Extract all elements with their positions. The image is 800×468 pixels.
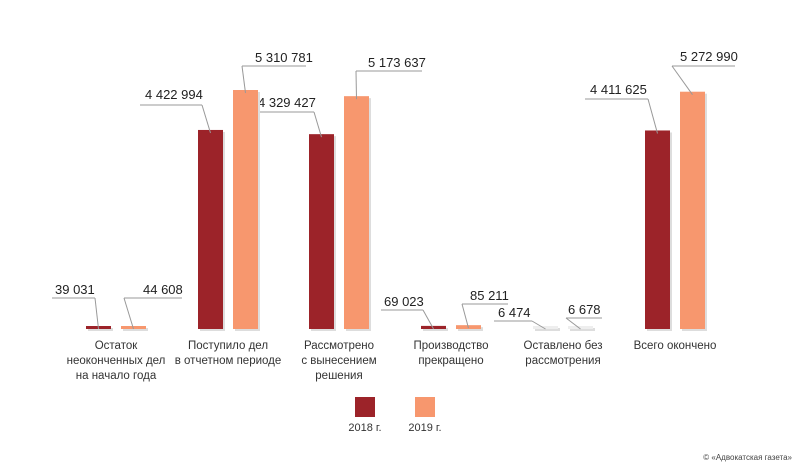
copyright: © «Адвокатская газета» [703,453,792,462]
category-label: Остаток [95,340,139,352]
leader-line [671,65,693,95]
leader-line [355,70,357,100]
category-label: Производство [414,340,489,352]
data-label: 69 023 [384,294,424,309]
bar-2018 [645,130,670,329]
bar-2019 [344,96,369,329]
bar-shadow [535,328,560,331]
bar-2018 [421,325,446,329]
category-label: с вынесением [301,355,376,367]
bar-2019 [233,90,258,329]
leader-line [94,297,99,330]
category-label: Рассмотрено [304,340,374,352]
data-label: 4 329 427 [258,95,316,110]
bar-2019 [680,91,705,329]
leader-line [531,320,546,330]
data-label: 6 474 [498,305,531,320]
bar-shadow [123,328,148,331]
leader-line [201,104,211,134]
category-label: неоконченных дел [67,355,166,367]
legend-swatch-2018 [355,397,375,417]
category-label: в отчетном периоде [175,355,282,367]
data-label: 5 173 637 [368,55,426,70]
data-label: 4 422 994 [145,87,203,102]
leader-line [123,297,134,330]
leader-line [241,65,246,94]
data-label: 6 678 [568,302,601,317]
bar-shadow [88,328,113,331]
leader-line [647,98,658,134]
category-label: прекращено [418,355,483,367]
bar-shadow [458,327,483,331]
category-label: Поступило дел [188,340,268,352]
data-label: 85 211 [470,288,509,303]
bar-shadow [423,327,448,331]
bar-2019 [568,326,593,329]
bar-2018 [309,134,334,329]
bar-2018 [533,326,558,329]
data-label: 39 031 [55,282,95,297]
data-label: 5 310 781 [255,50,313,65]
leader-line [565,317,581,330]
category-label: решения [315,370,362,382]
leader-line [461,303,469,329]
bar-2018 [198,129,223,329]
legend-swatch-2019 [415,397,435,417]
data-label: 4 411 625 [590,82,647,97]
category-label: Всего окончено [634,340,717,352]
data-label: 5 272 990 [680,49,738,64]
category-label: Оставлено без [524,340,603,352]
leader-line [422,309,434,330]
category-label: рассмотрения [525,355,600,367]
legend-label: 2019 г. [408,422,441,434]
data-label: 44 608 [143,282,183,297]
bar-shadow [570,328,595,331]
category-label: на начало года [76,370,157,382]
legend-label: 2018 г. [348,422,381,434]
leader-line [313,111,322,138]
